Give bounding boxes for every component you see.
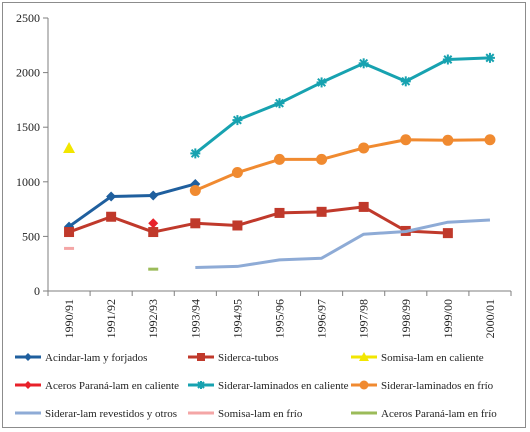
data-point	[64, 227, 75, 238]
x-tick-label: 1990/91	[62, 299, 76, 338]
data-point	[274, 207, 285, 218]
x-tick-label: 2000/01	[483, 299, 497, 338]
data-point	[316, 206, 327, 217]
data-point	[148, 227, 159, 238]
y-tick-label: 1000	[16, 175, 40, 189]
x-tick-label: 1993/94	[188, 299, 202, 338]
line-chart: 0 500 1000 1500 2000 2500 1990/91 1991/92 1992/9…	[15, 11, 512, 420]
y-tick-label: 1500	[16, 120, 40, 134]
data-point	[24, 381, 32, 389]
data-point	[442, 134, 454, 146]
series-line	[194, 56, 491, 155]
x-tick-label: 1998/99	[399, 299, 413, 338]
data-point	[106, 191, 117, 202]
x-tick-label: 1995/96	[273, 299, 287, 338]
data-point	[197, 381, 205, 389]
data-point	[232, 115, 243, 126]
data-point	[274, 153, 285, 165]
data-point	[148, 190, 159, 201]
data-point	[189, 185, 201, 197]
legend-label: Aceros Paraná-lam en caliente	[45, 380, 179, 392]
y-tick-label: 500	[22, 229, 40, 243]
legend-label: Acindar-lam y forjados	[45, 352, 147, 364]
data-point	[359, 352, 369, 361]
data-point	[358, 142, 370, 154]
chart-frame: 0 500 1000 1500 2000 2500 1990/91 1991/92 1992/9…	[2, 2, 526, 428]
data-point	[358, 58, 369, 69]
series-line	[195, 218, 491, 270]
legend-label: Aceros Paraná-lam en frío	[381, 408, 497, 420]
data-point	[400, 134, 412, 146]
data-point	[106, 211, 117, 222]
data-point	[231, 167, 243, 179]
legend-label: Somisa-lam en caliente	[381, 352, 484, 364]
x-tick-label: 1999/00	[441, 299, 455, 338]
legend-label: Siderca-tubos	[218, 352, 278, 364]
data-point	[190, 218, 201, 229]
series-line	[68, 205, 448, 235]
data-point	[316, 77, 327, 88]
data-point	[359, 380, 369, 390]
data-point	[442, 228, 453, 239]
data-point	[484, 52, 495, 63]
legend-label: Siderar-laminados en frío	[381, 380, 494, 392]
data-point	[316, 153, 328, 165]
data-point	[190, 148, 201, 159]
y-tick-label: 2000	[16, 66, 40, 80]
series-line	[68, 182, 196, 228]
data-point	[484, 134, 496, 146]
x-tick-label: 1991/92	[104, 299, 118, 338]
x-tick-label: 1997/98	[357, 299, 371, 338]
data-point	[148, 218, 159, 229]
data-point	[358, 201, 369, 212]
y-tick-label: 0	[34, 284, 40, 298]
x-tick-label: 1996/97	[315, 299, 329, 338]
x-tick-label: 1992/93	[146, 299, 160, 338]
series-line	[194, 138, 490, 192]
data-point	[63, 141, 76, 153]
y-tick-label: 2500	[16, 11, 40, 25]
x-tick-label: 1994/95	[230, 299, 244, 338]
data-point	[232, 220, 243, 231]
data-point	[400, 76, 411, 87]
legend-label: Siderar-laminados en caliente	[218, 380, 349, 392]
data-point	[197, 353, 205, 361]
legend-label: Siderar-lam revestidos y otros	[45, 408, 177, 420]
data-point	[24, 353, 32, 361]
data-point	[442, 54, 453, 65]
legend-label: Somisa-lam en frío	[218, 408, 303, 420]
data-point	[274, 98, 285, 109]
